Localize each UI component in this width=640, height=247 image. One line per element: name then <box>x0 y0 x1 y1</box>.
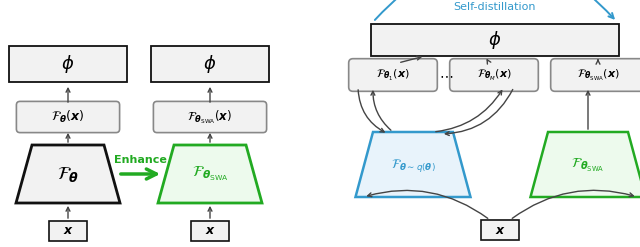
Text: Enhance: Enhance <box>113 155 166 165</box>
Bar <box>151 46 269 82</box>
Text: $\boldsymbol{x}$: $\boldsymbol{x}$ <box>495 224 506 236</box>
FancyBboxPatch shape <box>17 102 120 133</box>
Text: $\mathcal{F}_{\boldsymbol{\theta}_{\mathrm{SWA}}}(\boldsymbol{x})$: $\mathcal{F}_{\boldsymbol{\theta}_{\math… <box>188 108 232 126</box>
Text: $\boldsymbol{x}$: $\boldsymbol{x}$ <box>205 225 216 238</box>
Bar <box>191 221 229 241</box>
Text: $\phi$: $\phi$ <box>488 29 502 51</box>
Polygon shape <box>531 132 640 197</box>
FancyBboxPatch shape <box>349 59 437 91</box>
Text: $\mathcal{F}_{\boldsymbol{\theta}_M}(\boldsymbol{x})$: $\mathcal{F}_{\boldsymbol{\theta}_M}(\bo… <box>477 67 511 82</box>
Text: $\cdots$: $\cdots$ <box>439 68 453 82</box>
Bar <box>49 221 87 241</box>
Text: $\mathcal{F}_{\boldsymbol{\theta}_{\mathrm{SWA}}}$: $\mathcal{F}_{\boldsymbol{\theta}_{\math… <box>191 165 228 183</box>
Polygon shape <box>158 145 262 203</box>
Text: $\phi$: $\phi$ <box>61 53 75 75</box>
Text: $\mathcal{F}_{\boldsymbol{\theta}}(\boldsymbol{x})$: $\mathcal{F}_{\boldsymbol{\theta}}(\bold… <box>51 109 84 125</box>
Text: $\boldsymbol{x}$: $\boldsymbol{x}$ <box>63 225 74 238</box>
Text: $\mathcal{F}_{\boldsymbol{\theta}_1}(\boldsymbol{x})$: $\mathcal{F}_{\boldsymbol{\theta}_1}(\bo… <box>376 67 410 82</box>
Text: $\phi$: $\phi$ <box>204 53 217 75</box>
FancyBboxPatch shape <box>550 59 640 91</box>
Text: Self-distillation: Self-distillation <box>454 2 536 12</box>
FancyBboxPatch shape <box>450 59 538 91</box>
FancyBboxPatch shape <box>154 102 267 133</box>
Text: $\mathcal{F}_{\boldsymbol{\theta}}$: $\mathcal{F}_{\boldsymbol{\theta}}$ <box>57 165 79 184</box>
Bar <box>481 220 519 240</box>
Text: $\mathcal{F}_{\boldsymbol{\theta}\sim q(\boldsymbol{\theta})}$: $\mathcal{F}_{\boldsymbol{\theta}\sim q(… <box>390 157 435 174</box>
Polygon shape <box>355 132 470 197</box>
Polygon shape <box>16 145 120 203</box>
Text: $\mathcal{F}_{\boldsymbol{\theta}_{\mathrm{SWA}}}(\boldsymbol{x})$: $\mathcal{F}_{\boldsymbol{\theta}_{\math… <box>577 67 620 82</box>
Bar <box>9 46 127 82</box>
Text: $\mathcal{F}_{\boldsymbol{\theta}_{\mathrm{SWA}}}$: $\mathcal{F}_{\boldsymbol{\theta}_{\math… <box>572 157 605 174</box>
Bar <box>371 24 619 56</box>
